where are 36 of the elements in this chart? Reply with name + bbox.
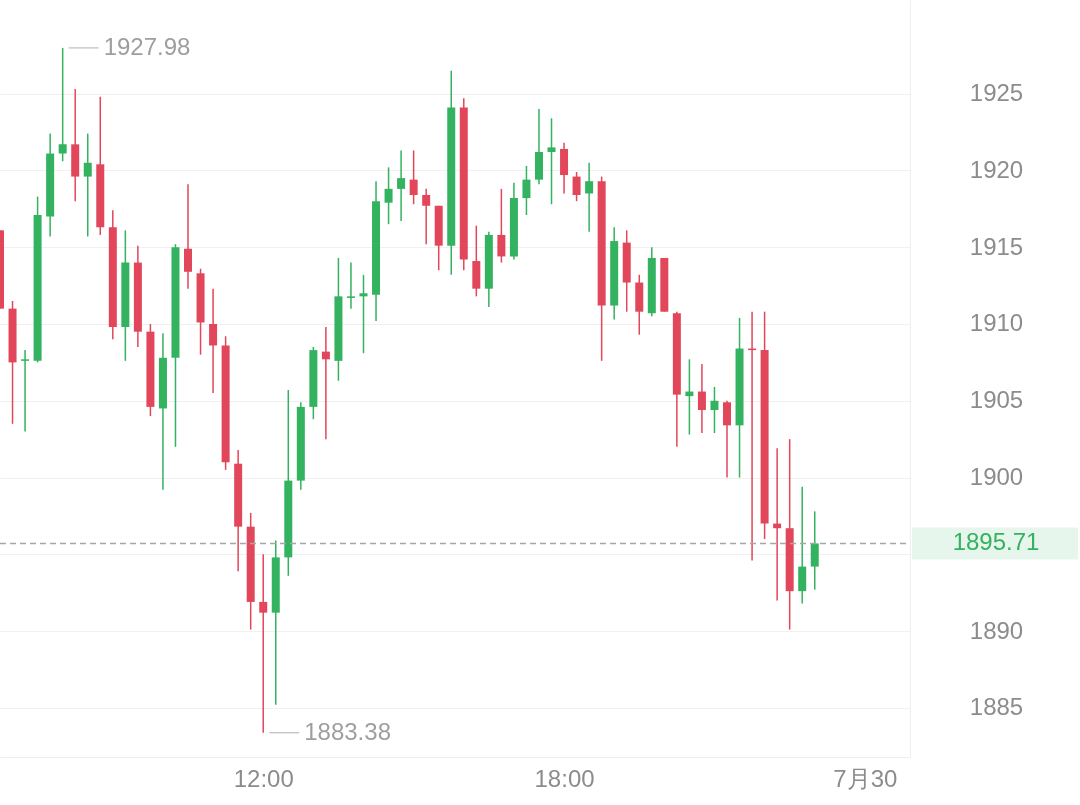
- candlestick: [184, 183, 193, 290]
- x-tick-label: 12:00: [233, 764, 294, 792]
- candlestick: [321, 326, 330, 440]
- y-tick-label: 1915: [969, 232, 1024, 260]
- y-tick-label: 1890: [969, 616, 1024, 644]
- candlestick: [422, 188, 431, 245]
- candlestick: [497, 188, 506, 264]
- candlestick: [409, 149, 418, 205]
- candlestick: [209, 287, 218, 394]
- y-tick-label: 1900: [969, 463, 1024, 491]
- candlestick: [522, 165, 531, 216]
- candlestick: [397, 149, 406, 222]
- candlestick: [359, 274, 368, 354]
- x-tick-label: 18:00: [534, 764, 595, 792]
- candlestick: [723, 400, 731, 479]
- candlestick: [697, 363, 706, 434]
- y-tick-label: 1905: [969, 386, 1024, 414]
- candlestick: [58, 47, 67, 162]
- y-tick-label: 1920: [969, 155, 1024, 183]
- candlestick: [83, 132, 92, 238]
- y-tick-label: 1885: [969, 693, 1024, 721]
- ref-line-label: 1895.71: [952, 528, 1040, 556]
- x-tick-label: 7月30: [833, 764, 898, 792]
- candlestick: [21, 349, 30, 433]
- candlestick: [572, 171, 581, 202]
- candlestick: [259, 553, 268, 734]
- candlestick: [346, 261, 355, 310]
- annotation: 1927.98: [103, 32, 191, 60]
- candlestick: [710, 386, 719, 434]
- y-tick-label: 1910: [969, 309, 1024, 337]
- y-tick-label: 1925: [969, 79, 1024, 107]
- annotation: 1883.38: [304, 717, 391, 745]
- candlestick: [585, 162, 594, 233]
- candlestick: [384, 166, 393, 225]
- candlestick: [810, 510, 819, 591]
- candlestick: [547, 117, 556, 205]
